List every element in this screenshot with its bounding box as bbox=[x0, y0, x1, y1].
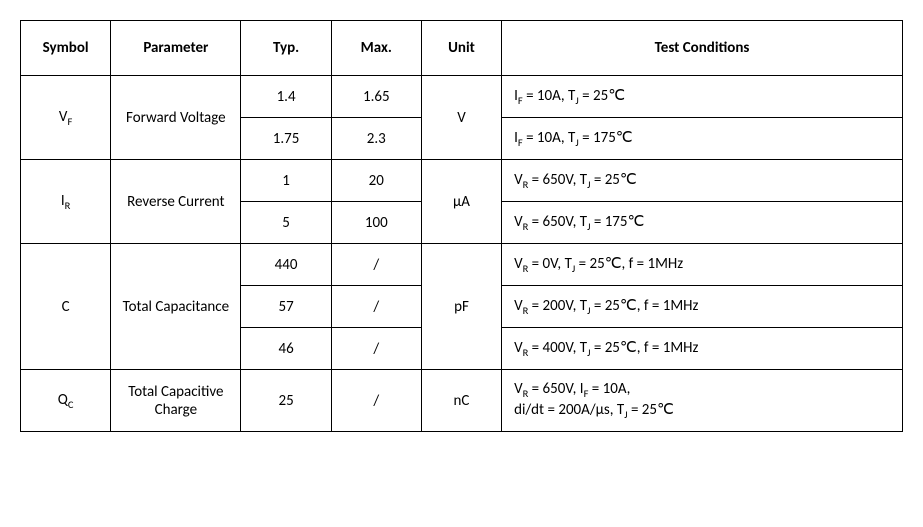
test-cell: VR = 0V, TJ = 25℃, f = 1MHz bbox=[502, 244, 903, 286]
max-cell: 1.65 bbox=[331, 76, 421, 118]
test-cell: IF = 10A, TJ = 25℃ bbox=[502, 76, 903, 118]
typ-cell: 46 bbox=[241, 328, 331, 370]
test-cell: IF = 10A, TJ = 175℃ bbox=[502, 118, 903, 160]
max-cell: / bbox=[331, 244, 421, 286]
typ-cell: 1 bbox=[241, 160, 331, 202]
test-cell: VR = 650V, TJ = 175℃ bbox=[502, 202, 903, 244]
unit-cell: nC bbox=[421, 370, 501, 432]
symbol-cell: C bbox=[21, 244, 111, 370]
test-cell: VR = 400V, TJ = 25℃, f = 1MHz bbox=[502, 328, 903, 370]
unit-cell: µA bbox=[421, 160, 501, 244]
max-cell: / bbox=[331, 370, 421, 432]
typ-cell: 57 bbox=[241, 286, 331, 328]
col-max: Max. bbox=[331, 21, 421, 76]
electrical-characteristics-table: Symbol Parameter Typ. Max. Unit Test Con… bbox=[20, 20, 903, 432]
parameter-cell: Forward Voltage bbox=[111, 76, 241, 160]
col-typ: Typ. bbox=[241, 21, 331, 76]
max-cell: 2.3 bbox=[331, 118, 421, 160]
typ-cell: 5 bbox=[241, 202, 331, 244]
symbol-cell: QC bbox=[21, 370, 111, 432]
table-row: IR Reverse Current 1 20 µA VR = 650V, TJ… bbox=[21, 160, 903, 202]
parameter-cell: Total Capacitance bbox=[111, 244, 241, 370]
table-row: QC Total Capacitive Charge 25 / nC VR = … bbox=[21, 370, 903, 432]
parameter-cell: Reverse Current bbox=[111, 160, 241, 244]
unit-cell: V bbox=[421, 76, 501, 160]
col-unit: Unit bbox=[421, 21, 501, 76]
max-cell: / bbox=[331, 328, 421, 370]
test-cell: VR = 650V, IF = 10A,di/dt = 200A/µs, TJ … bbox=[502, 370, 903, 432]
typ-cell: 1.4 bbox=[241, 76, 331, 118]
col-test-conditions: Test Conditions bbox=[502, 21, 903, 76]
symbol-cell: IR bbox=[21, 160, 111, 244]
table-row: VF Forward Voltage 1.4 1.65 V IF = 10A, … bbox=[21, 76, 903, 118]
unit-cell: pF bbox=[421, 244, 501, 370]
col-symbol: Symbol bbox=[21, 21, 111, 76]
max-cell: 20 bbox=[331, 160, 421, 202]
typ-cell: 440 bbox=[241, 244, 331, 286]
symbol-cell: VF bbox=[21, 76, 111, 160]
typ-cell: 1.75 bbox=[241, 118, 331, 160]
max-cell: / bbox=[331, 286, 421, 328]
test-cell: VR = 650V, TJ = 25℃ bbox=[502, 160, 903, 202]
table-header-row: Symbol Parameter Typ. Max. Unit Test Con… bbox=[21, 21, 903, 76]
max-cell: 100 bbox=[331, 202, 421, 244]
col-parameter: Parameter bbox=[111, 21, 241, 76]
test-cell: VR = 200V, TJ = 25℃, f = 1MHz bbox=[502, 286, 903, 328]
parameter-cell: Total Capacitive Charge bbox=[111, 370, 241, 432]
table-row: C Total Capacitance 440 / pF VR = 0V, TJ… bbox=[21, 244, 903, 286]
typ-cell: 25 bbox=[241, 370, 331, 432]
